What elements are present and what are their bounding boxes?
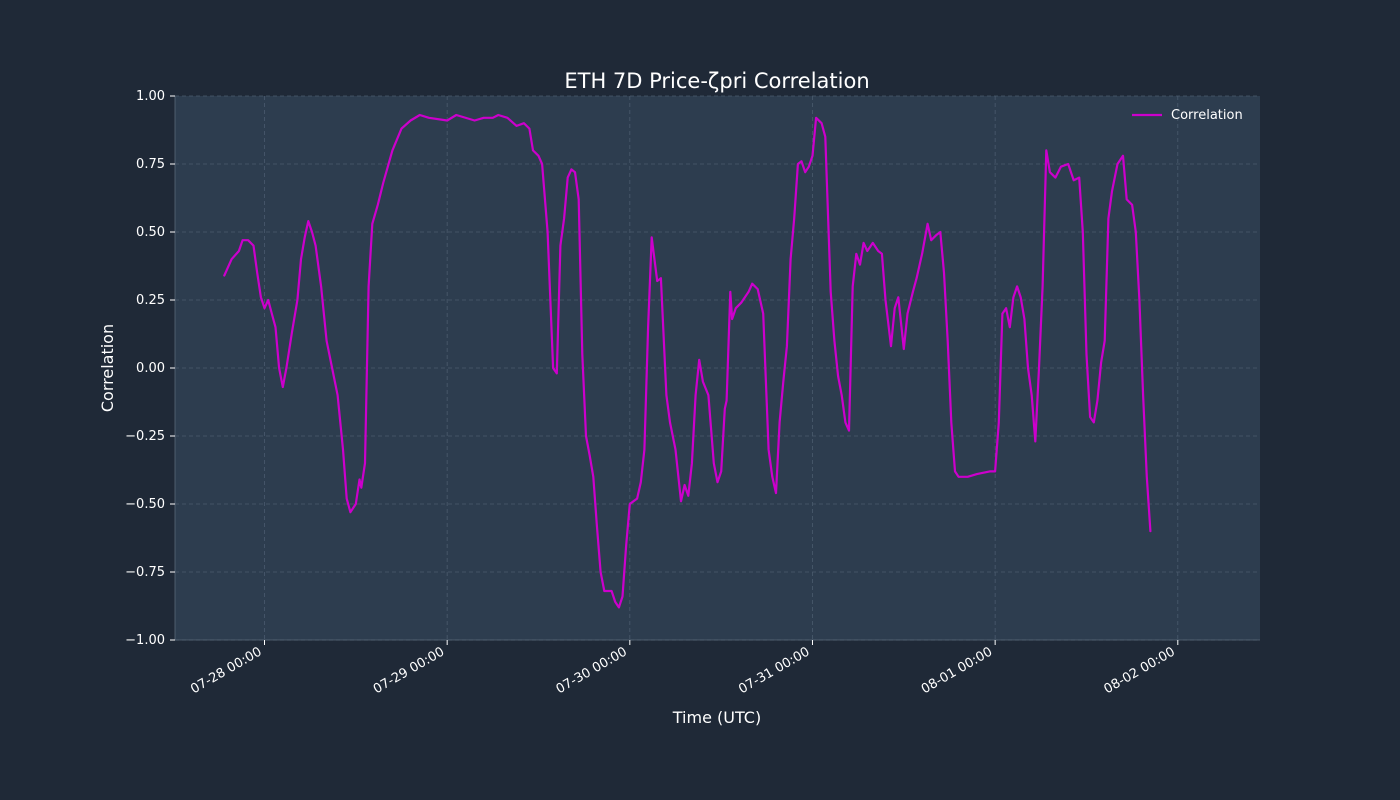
y-tick-label: −0.50 xyxy=(125,497,165,512)
y-tick-label: 1.00 xyxy=(136,89,165,104)
x-tick-label: 07-30 00:00 xyxy=(554,644,630,697)
x-tick-label: 07-29 00:00 xyxy=(371,644,447,697)
y-tick-label: 0.75 xyxy=(136,157,165,172)
x-tick-label: 08-02 00:00 xyxy=(1102,644,1178,697)
y-tick-label: 0.00 xyxy=(136,361,165,376)
x-tick-label: 07-31 00:00 xyxy=(736,644,812,697)
x-tick-label: 08-01 00:00 xyxy=(919,644,995,697)
y-tick-label: −1.00 xyxy=(125,633,165,648)
chart-title: ETH 7D Price-ζpri Correlation xyxy=(564,69,869,93)
y-tick-label: 0.25 xyxy=(136,293,165,308)
x-axis-title: Time (UTC) xyxy=(672,708,761,727)
correlation-series-line xyxy=(223,113,1152,609)
y-tick-label: −0.25 xyxy=(125,429,165,444)
legend-label: Correlation xyxy=(1171,108,1243,123)
y-tick-label: 0.50 xyxy=(136,225,165,240)
legend: Correlation xyxy=(1132,108,1243,123)
y-axis-title: Correlation xyxy=(98,324,117,412)
y-tick-label: −0.75 xyxy=(125,565,165,580)
x-tick-label: 07-28 00:00 xyxy=(188,644,264,697)
